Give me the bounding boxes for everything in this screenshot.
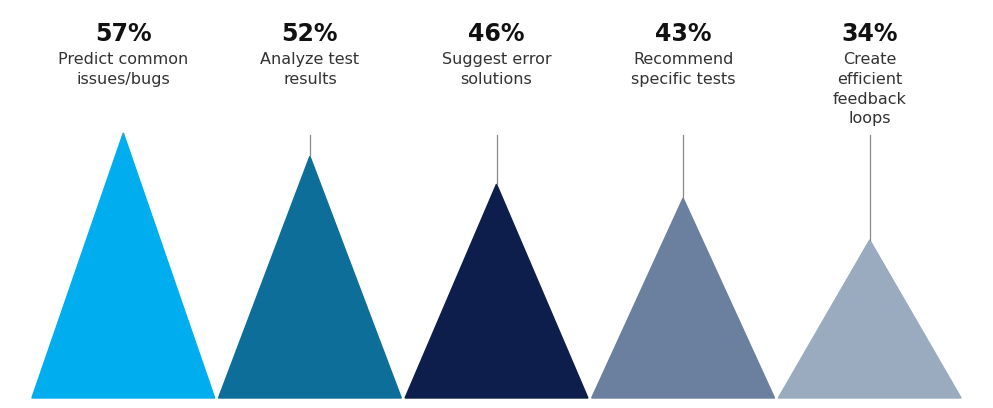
Text: 43%: 43% (654, 22, 711, 46)
Text: Create
efficient
feedback
loops: Create efficient feedback loops (833, 52, 907, 126)
Text: 52%: 52% (282, 22, 339, 46)
Polygon shape (592, 198, 775, 398)
Text: 46%: 46% (469, 22, 524, 46)
Text: Analyze test
results: Analyze test results (260, 52, 359, 87)
Polygon shape (32, 133, 214, 398)
Text: 57%: 57% (95, 22, 152, 46)
Polygon shape (405, 184, 588, 398)
Polygon shape (779, 240, 961, 398)
Text: Suggest error
solutions: Suggest error solutions (442, 52, 551, 87)
Text: Predict common
issues/bugs: Predict common issues/bugs (59, 52, 189, 87)
Text: Recommend
specific tests: Recommend specific tests (631, 52, 736, 87)
Polygon shape (218, 156, 401, 398)
Text: 34%: 34% (841, 22, 898, 46)
